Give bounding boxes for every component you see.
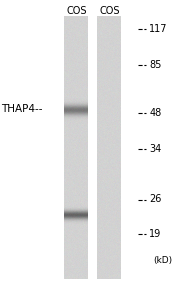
Text: COS: COS bbox=[67, 5, 87, 16]
Text: 117: 117 bbox=[149, 23, 168, 34]
Text: (kD): (kD) bbox=[154, 256, 173, 266]
Text: 26: 26 bbox=[149, 194, 162, 205]
Text: 85: 85 bbox=[149, 59, 162, 70]
Text: 48: 48 bbox=[149, 107, 161, 118]
Text: THAP4--: THAP4-- bbox=[1, 104, 42, 115]
Text: COS: COS bbox=[100, 5, 120, 16]
Text: 34: 34 bbox=[149, 143, 161, 154]
Text: 19: 19 bbox=[149, 229, 161, 239]
